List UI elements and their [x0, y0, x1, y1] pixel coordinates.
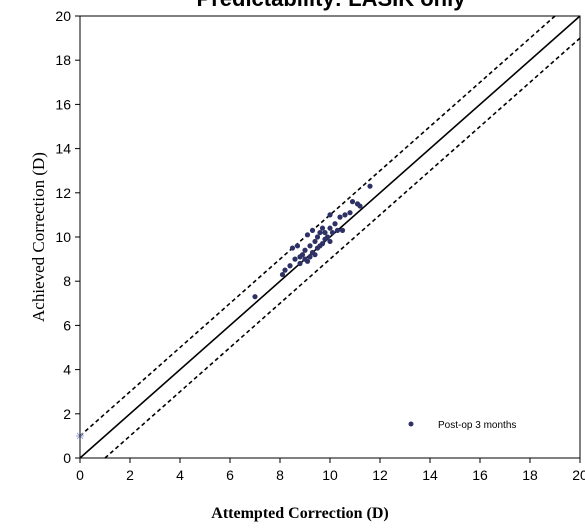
data-point [327, 212, 333, 218]
data-point [347, 210, 353, 216]
y-tick-label: 4 [63, 362, 71, 378]
x-axis-label: Attempted Correction (D) [211, 505, 388, 522]
x-tick-label: 4 [176, 467, 184, 483]
data-point [332, 221, 338, 227]
x-tick-label: 12 [372, 467, 388, 483]
data-point [327, 225, 333, 231]
data-point [327, 238, 333, 245]
plot-area [79, 15, 581, 459]
data-point [324, 234, 331, 240]
data-point [319, 225, 326, 231]
data-point [282, 267, 288, 273]
y-axis-label: Achieved Correction (D) [29, 152, 48, 322]
data-point [342, 212, 348, 218]
tolerance-line [79, 15, 556, 437]
data-point [297, 260, 303, 267]
y-tick-label: 0 [63, 450, 71, 466]
y-tick-label: 8 [63, 273, 71, 289]
x-tick-label: 16 [472, 467, 488, 483]
x-tick-label: 14 [422, 467, 438, 483]
y-axis-ticks: 0 2 4 6 8 10 12 14 16 18 20 [55, 8, 80, 466]
data-point [287, 263, 293, 269]
legend: Post-op 3 months [408, 420, 516, 431]
legend-label: Post-op 3 months [438, 420, 516, 431]
x-tick-label: 20 [572, 467, 585, 483]
y-tick-label: 16 [55, 96, 71, 112]
data-point [292, 256, 298, 262]
data-point [322, 229, 328, 236]
y-tick-label: 6 [63, 317, 71, 333]
data-point [349, 199, 356, 205]
legend-marker [408, 421, 414, 427]
data-point [312, 252, 318, 258]
x-tick-label: 6 [226, 467, 234, 483]
x-axis-ticks: 0 2 4 6 8 10 12 14 16 18 20 [76, 458, 585, 483]
data-point [329, 229, 336, 236]
data-point [319, 241, 326, 247]
x-tick-label: 2 [126, 467, 134, 483]
data-point [302, 247, 308, 253]
x-tick-label: 0 [76, 467, 84, 483]
x-tick-label: 10 [322, 467, 338, 483]
data-point [367, 183, 373, 189]
x-tick-label: 18 [522, 467, 538, 483]
y-tick-label: 10 [55, 229, 71, 245]
data-point [299, 252, 306, 258]
data-point [307, 243, 313, 249]
data-point [309, 227, 316, 233]
y-tick-label: 18 [55, 52, 71, 68]
data-point [312, 238, 318, 245]
data-point [252, 294, 258, 300]
data-point [304, 232, 311, 238]
data-points [76, 183, 373, 440]
data-point [334, 227, 341, 233]
tolerance-line [104, 37, 581, 459]
y-tick-label: 12 [55, 185, 71, 201]
chart-title: Predictability: LASIK only [197, 0, 467, 11]
data-point [304, 258, 311, 264]
data-point [357, 203, 363, 209]
y-tick-label: 2 [63, 406, 71, 422]
data-point [307, 254, 313, 260]
data-point [314, 234, 321, 240]
y-tick-label: 20 [55, 8, 71, 24]
data-point [337, 214, 343, 220]
y-tick-label: 14 [55, 141, 71, 157]
data-point [289, 245, 296, 251]
data-point [317, 229, 323, 236]
data-point [294, 243, 301, 249]
x-tick-label: 8 [276, 467, 284, 483]
data-point [339, 227, 346, 233]
data-point [279, 271, 286, 278]
